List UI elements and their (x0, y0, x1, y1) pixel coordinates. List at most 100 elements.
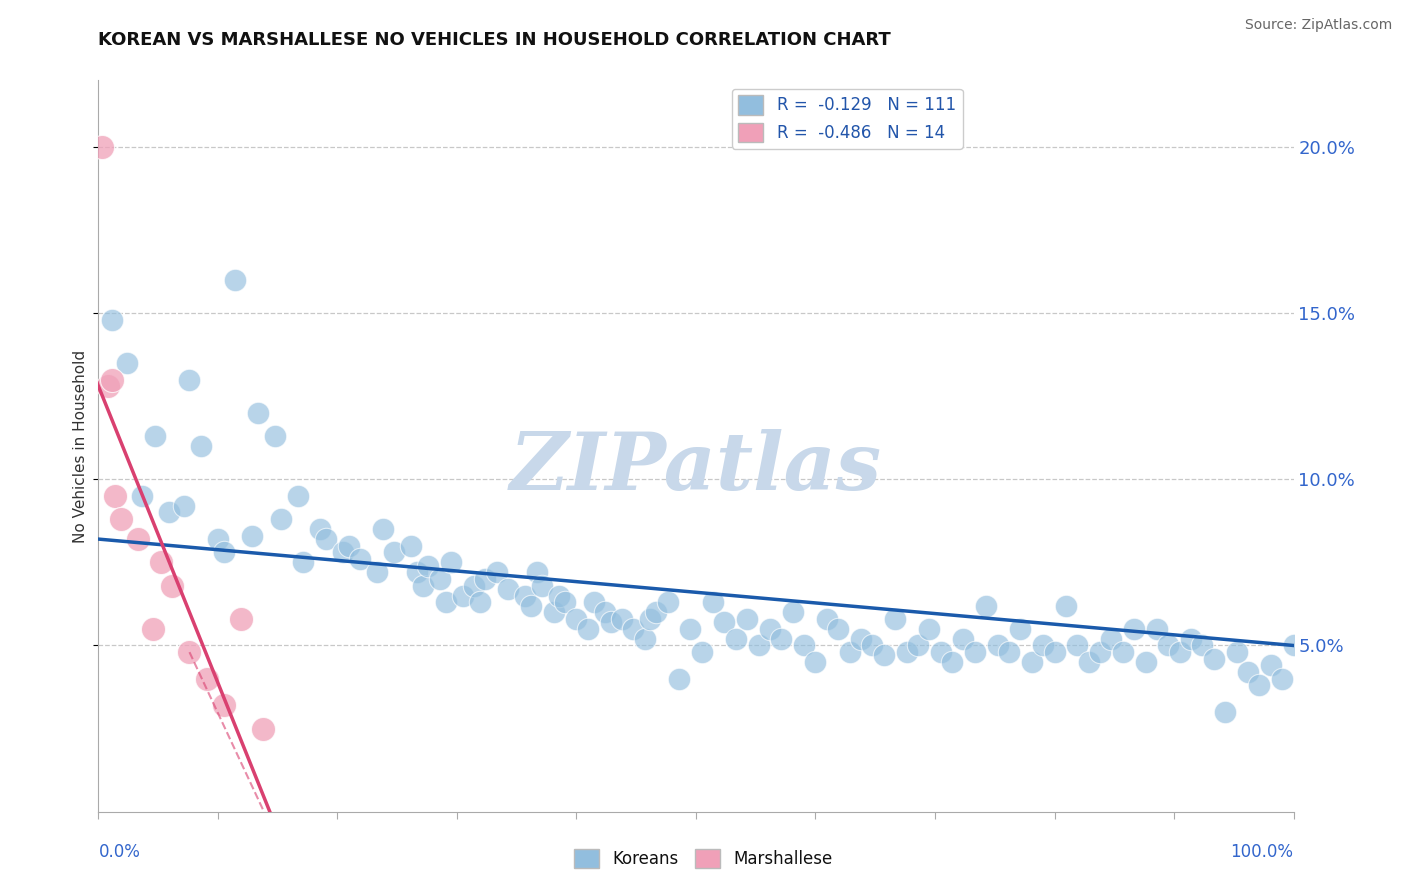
Point (554, 595, 576, 609)
Point (668, 672, 690, 686)
Point (382, 545, 405, 559)
Point (599, 615, 621, 630)
Point (804, 655, 827, 669)
Point (640, 612, 662, 626)
Text: 0.0%: 0.0% (98, 843, 141, 861)
Point (101, 312, 124, 326)
Point (1021, 655, 1043, 669)
Point (292, 555, 315, 569)
Point (941, 655, 963, 669)
Point (1191, 639, 1213, 653)
Point (150, 555, 173, 569)
Point (157, 506, 180, 520)
Point (860, 639, 883, 653)
Point (849, 632, 872, 646)
Point (576, 622, 599, 636)
Point (543, 605, 565, 619)
Point (252, 722, 274, 736)
Point (366, 566, 388, 580)
Point (621, 622, 644, 636)
Point (406, 566, 429, 580)
Point (1168, 645, 1191, 659)
Point (190, 439, 212, 453)
Point (468, 595, 491, 609)
Legend: R =  -0.129   N = 111, R =  -0.486   N = 14: R = -0.129 N = 111, R = -0.486 N = 14 (731, 88, 963, 149)
Point (593, 605, 616, 619)
Point (565, 612, 588, 626)
Point (1282, 639, 1305, 653)
Point (759, 622, 782, 636)
Point (1135, 655, 1157, 669)
Point (337, 539, 360, 553)
Point (90, 140, 112, 154)
Point (735, 612, 758, 626)
Point (104, 489, 127, 503)
Legend: Koreans, Marshallese: Koreans, Marshallese (567, 842, 839, 875)
Point (463, 579, 485, 593)
Point (287, 489, 309, 503)
Point (515, 589, 537, 603)
Point (896, 645, 918, 659)
Point (963, 645, 986, 659)
Point (1226, 645, 1249, 659)
Point (1157, 639, 1180, 653)
Point (263, 429, 285, 443)
Point (929, 645, 952, 659)
Text: ZIPatlas: ZIPatlas (510, 429, 882, 507)
Point (724, 632, 747, 646)
Point (127, 532, 149, 546)
Point (229, 612, 252, 626)
Point (1099, 632, 1122, 646)
Point (1260, 658, 1282, 673)
Point (634, 632, 657, 646)
Point (1066, 639, 1088, 653)
Point (1237, 665, 1260, 679)
Point (815, 612, 838, 626)
Point (873, 648, 896, 663)
Point (496, 582, 519, 596)
Point (401, 539, 423, 553)
Point (782, 605, 804, 619)
Point (179, 372, 201, 386)
Point (1054, 599, 1077, 613)
Point (440, 555, 463, 569)
Point (240, 529, 263, 543)
Point (434, 595, 457, 609)
Point (451, 589, 474, 603)
Point (96, 379, 118, 393)
Point (1010, 622, 1032, 636)
Point (101, 372, 124, 386)
Point (657, 595, 679, 609)
Point (485, 566, 508, 580)
Point (270, 512, 292, 526)
Point (131, 489, 153, 503)
Point (1271, 672, 1294, 686)
Point (418, 558, 440, 573)
Point (207, 532, 229, 546)
Y-axis label: No Vehicles in Household: No Vehicles in Household (73, 350, 87, 542)
Point (907, 639, 929, 653)
Point (770, 632, 793, 646)
Point (315, 532, 337, 546)
Point (582, 595, 605, 609)
Point (702, 595, 724, 609)
Point (143, 429, 166, 443)
Point (998, 645, 1021, 659)
Point (371, 522, 394, 536)
Point (884, 612, 907, 626)
Point (974, 599, 997, 613)
Point (246, 406, 269, 420)
Point (474, 572, 496, 586)
Point (1112, 645, 1135, 659)
Point (412, 579, 434, 593)
Point (679, 622, 702, 636)
Point (645, 605, 668, 619)
Point (1088, 645, 1111, 659)
Point (349, 552, 371, 566)
Point (952, 632, 974, 646)
Point (531, 579, 554, 593)
Point (332, 545, 354, 559)
Point (548, 589, 571, 603)
Point (1043, 645, 1066, 659)
Point (179, 645, 201, 659)
